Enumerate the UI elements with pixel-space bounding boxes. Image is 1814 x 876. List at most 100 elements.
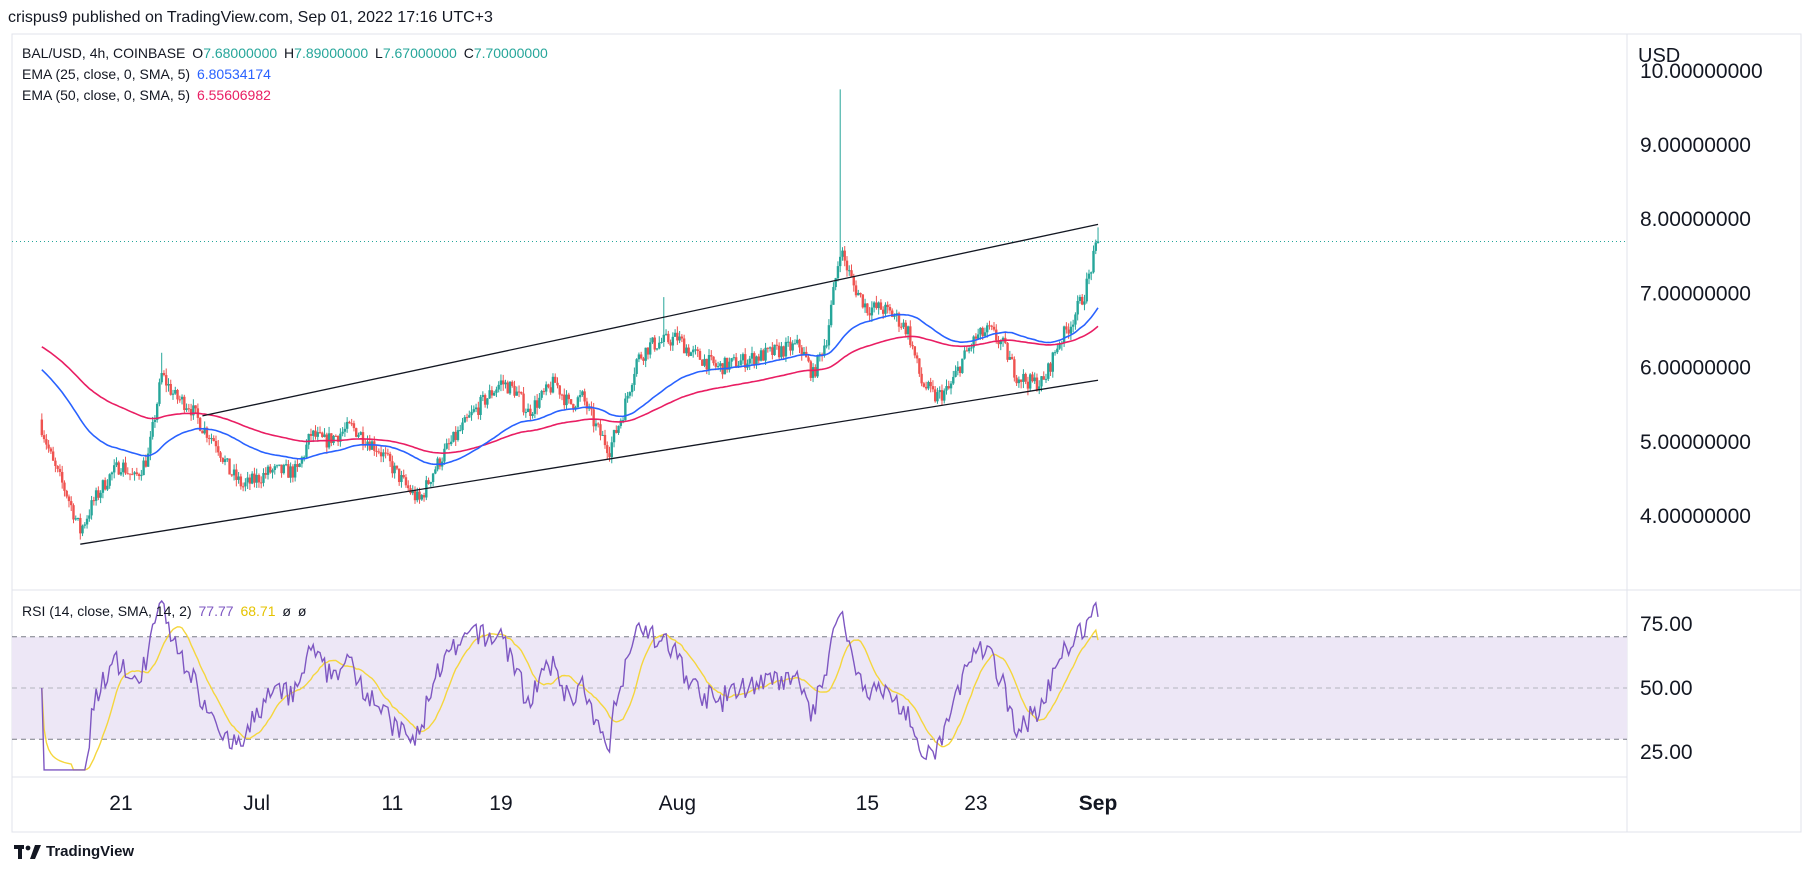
candle-body [51,451,55,461]
candle-body [70,501,73,506]
candle-body [843,250,846,261]
candle-body [151,422,154,437]
candle-body [58,468,62,472]
candle-body [653,337,656,350]
candle-body [766,347,770,349]
candle-body [427,480,430,484]
candle-body [499,380,503,385]
price-tick-label: 8.00000000 [1640,208,1751,231]
time-tick-label: 11 [381,792,403,815]
candle-body [730,358,733,362]
candle-body [124,462,127,474]
candle-body [888,307,892,311]
candle-body [97,490,100,498]
candle-body [253,473,256,483]
candle-body [447,443,451,445]
candle-body [755,356,758,366]
candle-body [988,325,991,327]
candle-body [933,389,937,402]
candle-body [244,482,247,487]
candle-body [379,452,383,457]
candle-body [664,333,668,335]
candle-body [594,423,598,427]
footer-brand[interactable]: TradingView [14,843,134,860]
candle-body [639,354,643,359]
candle-body [366,441,369,446]
candle-body [850,270,853,277]
candle-body [608,453,611,458]
candle-body [762,350,765,361]
candle-body [1080,296,1084,305]
candle-body [863,303,867,308]
candle-body [606,445,609,454]
time-tick-label: Aug [659,792,696,815]
candle-body [1096,241,1100,243]
candle-body [192,405,195,416]
candle-body [400,475,403,483]
candle-body [936,392,939,402]
candle-body [825,345,828,347]
candle-body [818,354,822,356]
candle-body [929,381,932,387]
candle-body [660,341,663,343]
candle-body [223,459,227,463]
candle-body [610,442,613,458]
candle-body [386,453,390,455]
price-axis-ticks: 4.00000000 5.00000000 6.00000000 7.00000000… [1640,60,1763,528]
candle-body [572,404,575,409]
candle-body [407,485,410,489]
candle-body [649,342,652,355]
candle-body [60,471,64,483]
candle-body [413,490,417,501]
candle-body [99,492,102,498]
candle-body [544,384,548,392]
candle-body [990,325,993,327]
candle-body [1006,342,1009,360]
candle-body [673,332,677,337]
candle-body [495,389,498,393]
channel-upper-trendline[interactable] [202,223,1099,417]
candle-body [947,386,950,389]
candle-body [508,381,512,394]
candle-body [533,400,537,414]
candle-body [789,341,792,351]
candle-body [707,355,711,370]
candle-body [167,383,170,386]
legend-ema50-row: EMA (50, close, 0, SMA, 5) 6.55606982 [22,87,274,103]
candle-body [101,480,105,493]
candle-body [710,355,713,357]
candle-body [719,363,722,367]
candle-body [897,313,901,327]
candle-body [884,304,887,314]
candle-body [108,474,111,486]
candle-body [128,473,132,475]
candle-body [701,359,704,366]
candle-body [626,395,629,399]
legend-symbol-row: BAL/USD, 4h, COINBASE O7.68000000 H7.890… [22,45,551,61]
candle-body [454,431,457,440]
candle-body [816,355,819,377]
legend-low-key: L [375,45,383,61]
candle-body [393,465,396,474]
candle-body [332,435,335,444]
candle-body [841,250,844,257]
candle-body [1047,363,1050,379]
candle-body [741,354,745,361]
candle-body [289,466,292,478]
candle-body [343,428,347,432]
candle-body [671,336,675,346]
candle-body [418,491,421,500]
candle-body [848,270,851,272]
candle-body [764,347,767,361]
candle-body [651,337,654,343]
candle-body [445,443,448,449]
channel-lower-trendline[interactable] [80,379,1099,545]
candle-body [972,336,975,348]
candle-body [992,326,996,330]
candle-body [775,344,779,346]
candle-body [694,349,697,351]
published-caption: crispus9 published on TradingView.com, S… [8,9,493,26]
candle-body [1031,374,1034,382]
candle-body [260,482,263,484]
time-tick-label: 15 [856,792,879,815]
